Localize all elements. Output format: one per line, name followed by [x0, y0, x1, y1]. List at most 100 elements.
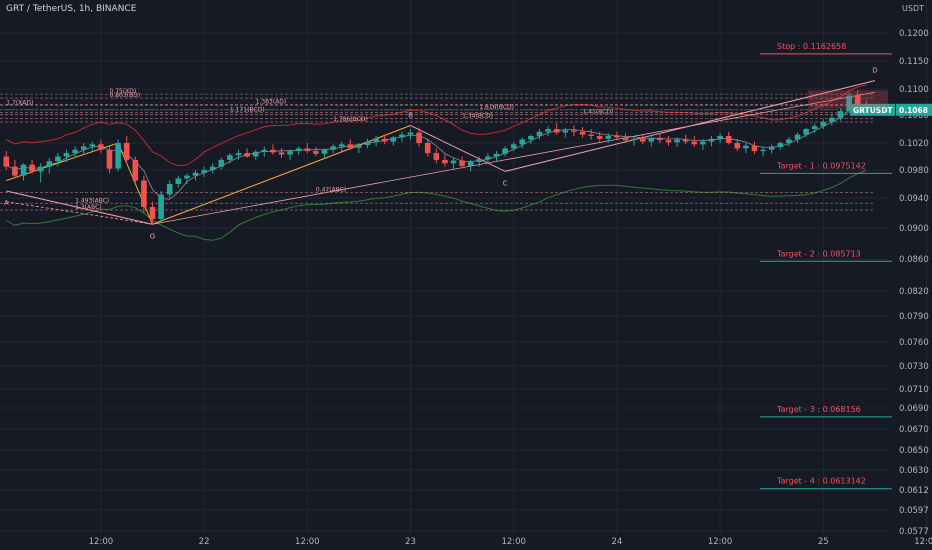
candle-body [562, 130, 569, 133]
candle-body [691, 141, 698, 145]
candle-body [227, 155, 233, 160]
candle-body [304, 148, 311, 152]
x-tick-label: 22 [199, 537, 210, 547]
fib-label: 1.7(XAD) [6, 99, 33, 106]
candle-body [209, 166, 216, 170]
candle-body [184, 175, 190, 179]
candle-body [72, 149, 78, 154]
price-tag-bg [896, 103, 932, 116]
candle-body [777, 143, 784, 148]
candle-body [614, 136, 620, 138]
candle-body [846, 95, 852, 112]
candle-body [510, 144, 517, 149]
x-tick-label: 25 [818, 537, 829, 547]
candle-body [201, 170, 207, 173]
candles [3, 90, 870, 225]
candle-body [55, 156, 61, 162]
candle-body [674, 139, 680, 143]
candle-body [278, 152, 285, 155]
fib-label: 1.3(ABC) [75, 204, 102, 211]
y-tick-label: 0.0670 [899, 425, 929, 435]
candle-body [399, 134, 405, 138]
candle-body [794, 134, 801, 140]
candle-body [175, 178, 182, 184]
y-tick-label: 0.1150 [899, 57, 929, 67]
y-tick-label: 0.0730 [899, 362, 929, 372]
candle-body [80, 146, 87, 150]
candle-body [717, 136, 723, 139]
target-label: Target - 3 : 0.068156 [776, 405, 861, 414]
y-tick-label: 0.0760 [899, 338, 929, 348]
price-tag: GRTUSDT 0.1068 [0, 90, 932, 116]
y-tick-label: 0.1020 [899, 139, 929, 149]
candle-body [682, 139, 689, 142]
y-tick-label: 0.0597 [899, 506, 929, 516]
candle-body [571, 130, 577, 132]
candle-body [803, 129, 809, 135]
y-tick-label: 0.0860 [899, 255, 929, 265]
candle-body [123, 143, 130, 160]
candle-body [132, 159, 139, 181]
candle-body [29, 164, 35, 172]
candle-body [424, 143, 431, 154]
x-tick-label: 12:00 [295, 537, 320, 547]
target-label: Stop : 0.1162658 [777, 42, 846, 51]
x-tick-label: 12:00 [89, 537, 114, 547]
fib-label: 1.363(AD) [256, 99, 287, 106]
candle-body [373, 138, 379, 142]
candle-body [820, 122, 827, 127]
stop-zone [808, 90, 888, 109]
candle-body [321, 149, 328, 154]
candle-body [364, 141, 371, 146]
candle-body [665, 140, 672, 143]
x-tick-label: 12:00 [914, 537, 932, 547]
candle-body [725, 136, 732, 143]
candle-body [381, 138, 388, 142]
candle-body [648, 138, 655, 142]
fib-label: 1.34(BCD) [462, 113, 493, 120]
y-tick-label: 0.0612 [899, 486, 929, 496]
candle-body [356, 145, 362, 148]
y-tick-label: 0.0940 [899, 194, 929, 204]
candle-body [829, 117, 835, 122]
candle-body [89, 144, 96, 147]
candle-body [295, 148, 302, 152]
candle-body [252, 151, 259, 157]
pattern-point-g: G [150, 232, 155, 240]
y-tick-label: 0.0650 [899, 446, 929, 456]
y-axis[interactable]: 0.1200 0.1150 0.1100 0.1060 0.1020 0.0980 0.09… [899, 29, 929, 537]
fib-label: 1.616(BCD) [479, 104, 514, 111]
pattern-point-a: A [4, 199, 9, 207]
candle-body [149, 207, 156, 219]
pattern-diagonal [152, 91, 875, 225]
candle-body [338, 144, 345, 147]
y-tick-label: 0.1100 [899, 85, 929, 95]
candle-body [442, 159, 448, 164]
x-tick-label: 12:00 [501, 537, 526, 547]
fib-label: 1.171(BCD) [230, 106, 265, 113]
candle-body [270, 149, 276, 153]
grid [0, 0, 927, 535]
candle-body [63, 153, 70, 157]
candle-body [467, 161, 474, 166]
candle-body [760, 149, 766, 152]
candle-body [46, 161, 53, 167]
candle-body [218, 159, 225, 167]
fib-lines [0, 93, 875, 211]
fib-label: 1.493(ABC) [75, 197, 109, 204]
candle-body [3, 156, 10, 167]
x-tick-label: 24 [611, 537, 622, 547]
fib-label: 0.47(ABC) [316, 186, 346, 193]
candle-body [708, 138, 715, 142]
candle-body [768, 147, 775, 150]
harmonic-pattern [6, 80, 876, 225]
candle-body [553, 129, 560, 133]
candle-body [115, 143, 121, 169]
target-label: Target - 4 : 0.0613142 [776, 477, 866, 486]
x-axis[interactable]: 12:00 22 12:00 23 12:00 24 12:00 25 12:00 [89, 537, 932, 547]
candle-body [158, 194, 164, 219]
candle-body [588, 134, 594, 136]
target-label: Target - 2 : 0.085713 [776, 249, 861, 258]
candle-body [811, 126, 818, 129]
